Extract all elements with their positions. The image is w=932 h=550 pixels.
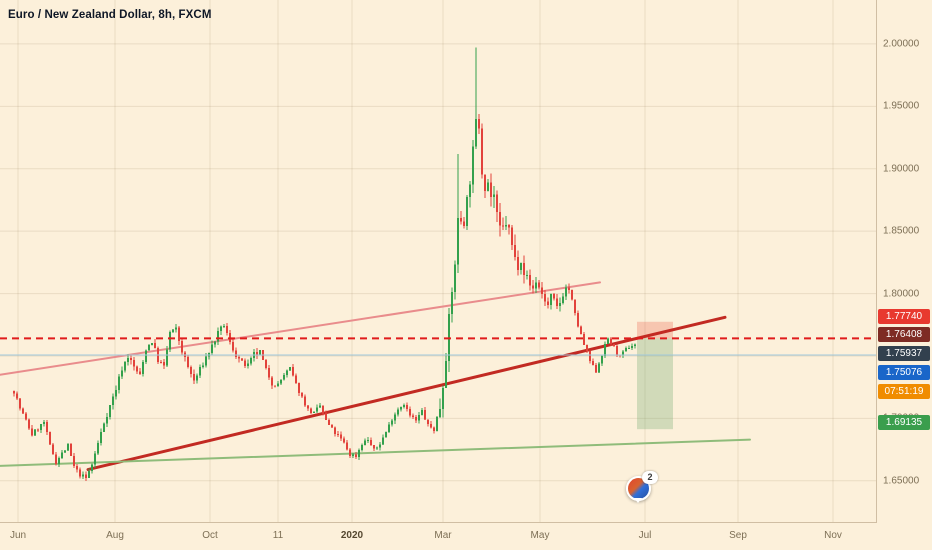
time-axis-year-label: 2020 [340,530,364,541]
time-axis-label: Sep [729,530,747,541]
time-axis-label: Jul [638,530,652,541]
price-tick-label: 1.85000 [883,225,920,237]
price-axis-badge: 1.69135 [878,415,930,430]
price-axis-badge: 1.75937 [878,346,930,361]
rising-support-line[interactable] [86,315,727,472]
price-tick-label: 2.00000 [883,38,920,50]
price-tick-label: 1.95000 [883,100,920,112]
time-axis-label: Aug [106,530,124,541]
upper-channel-line[interactable] [0,281,601,376]
price-axis[interactable]: 2.00000 1.95000 1.90000 1.85000 1.80000 1.750… [876,0,932,523]
idea-bubble[interactable]: 2 [626,471,658,503]
price-axis-badge: 1.76408 [878,327,930,342]
price-tick-label: 1.80000 [883,288,920,300]
symbol-legend[interactable]: Euro / New Zealand Dollar, 8h, FXCM [8,9,212,21]
time-axis-label: 11 [272,530,284,541]
grid-lines [0,0,877,523]
idea-bubble-pointer [634,498,642,503]
chart-plot-area[interactable] [0,0,877,523]
time-axis-label: Nov [824,530,842,541]
price-axis-badge: 1.75076 [878,365,930,380]
short-position-tool[interactable] [637,321,673,430]
time-axis[interactable]: Jun Aug Oct 11 2020 Mar May Jul Sep Nov [0,522,932,550]
candlesticks [13,47,636,482]
price-axis-badge: 1.77740 [878,309,930,324]
price-axis-badge: 07:51:19 [878,384,930,399]
time-axis-label: May [530,530,550,541]
time-axis-label: Oct [202,530,218,541]
idea-count-badge: 2 [642,471,658,484]
lower-trend-line[interactable] [0,438,751,467]
price-tick-label: 1.65000 [883,475,920,487]
price-tick-label: 1.90000 [883,163,920,175]
time-axis-label: Mar [434,530,452,541]
time-axis-label: Jun [9,530,27,541]
